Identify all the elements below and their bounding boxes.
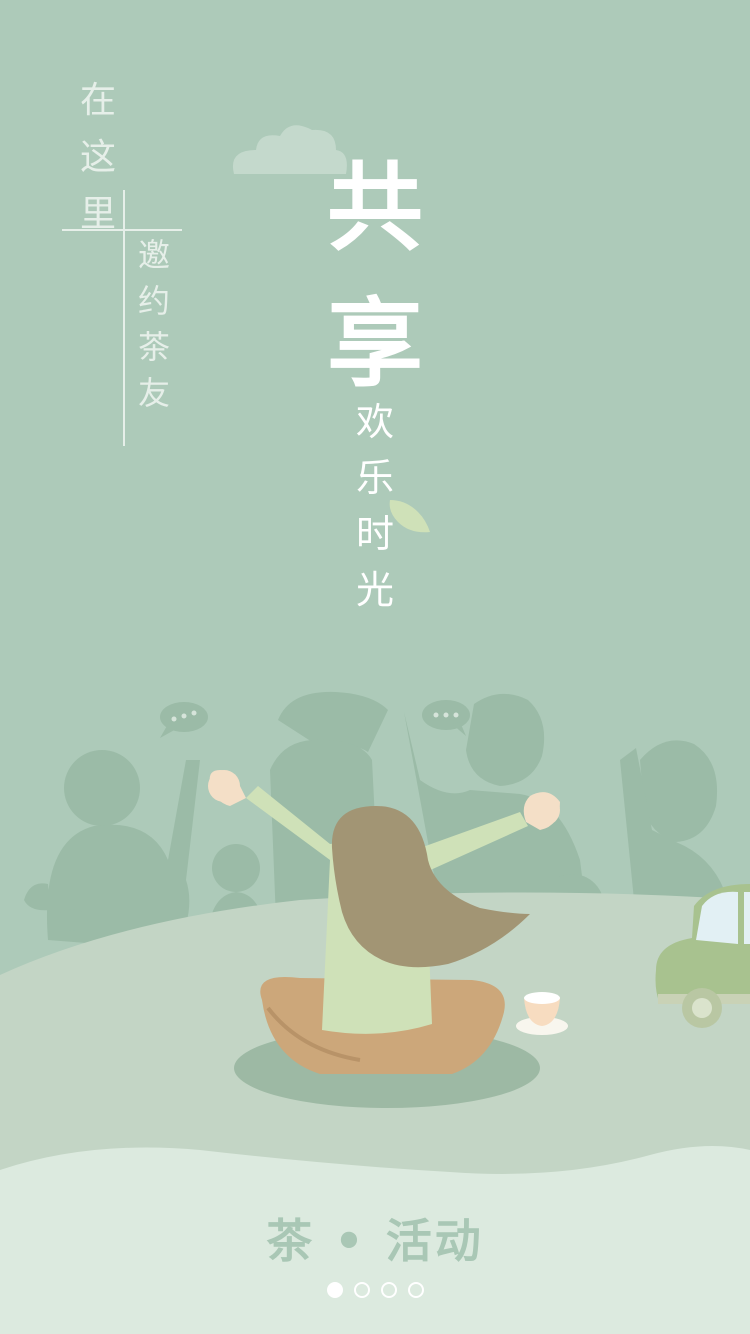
page-dot[interactable] — [326, 1282, 343, 1298]
tea-cup-icon — [516, 992, 568, 1035]
tagline-left-bottom: 邀 约 茶 友 — [132, 232, 176, 416]
headline-char: 享 — [327, 288, 423, 400]
headline-small: 欢 乐 时 光 — [352, 394, 398, 618]
subheadline-char: 光 — [355, 568, 394, 612]
page-dot[interactable] — [380, 1282, 397, 1298]
tagline-char: 邀 — [137, 236, 170, 274]
page-title: 茶 • 活动 — [266, 1214, 484, 1268]
subheadline-char: 欢 — [355, 400, 394, 444]
car-icon — [655, 884, 750, 1028]
subheadline-char: 时 — [355, 512, 394, 556]
headline-big: 共 享 — [320, 140, 430, 412]
page-dot[interactable] — [353, 1282, 370, 1298]
headline-char: 共 — [327, 152, 423, 264]
tagline-char: 友 — [137, 374, 170, 412]
subheadline-char: 乐 — [355, 456, 394, 500]
divider-horizontal — [62, 229, 182, 231]
cloud-icon — [232, 125, 347, 174]
tagline-left-top: 在 这 里 — [76, 72, 120, 243]
girl-illustration — [208, 770, 560, 1074]
tagline-char: 茶 — [137, 328, 170, 366]
tagline-char: 这 — [79, 137, 116, 178]
page-dot[interactable] — [407, 1282, 424, 1298]
tagline-char: 约 — [137, 282, 170, 320]
leaf-icon — [389, 500, 430, 533]
divider-vertical — [123, 190, 125, 446]
page-indicator[interactable] — [0, 1282, 750, 1298]
tagline-char: 在 — [79, 80, 116, 121]
tagline-char: 里 — [79, 194, 116, 235]
footer-band — [0, 1146, 750, 1334]
